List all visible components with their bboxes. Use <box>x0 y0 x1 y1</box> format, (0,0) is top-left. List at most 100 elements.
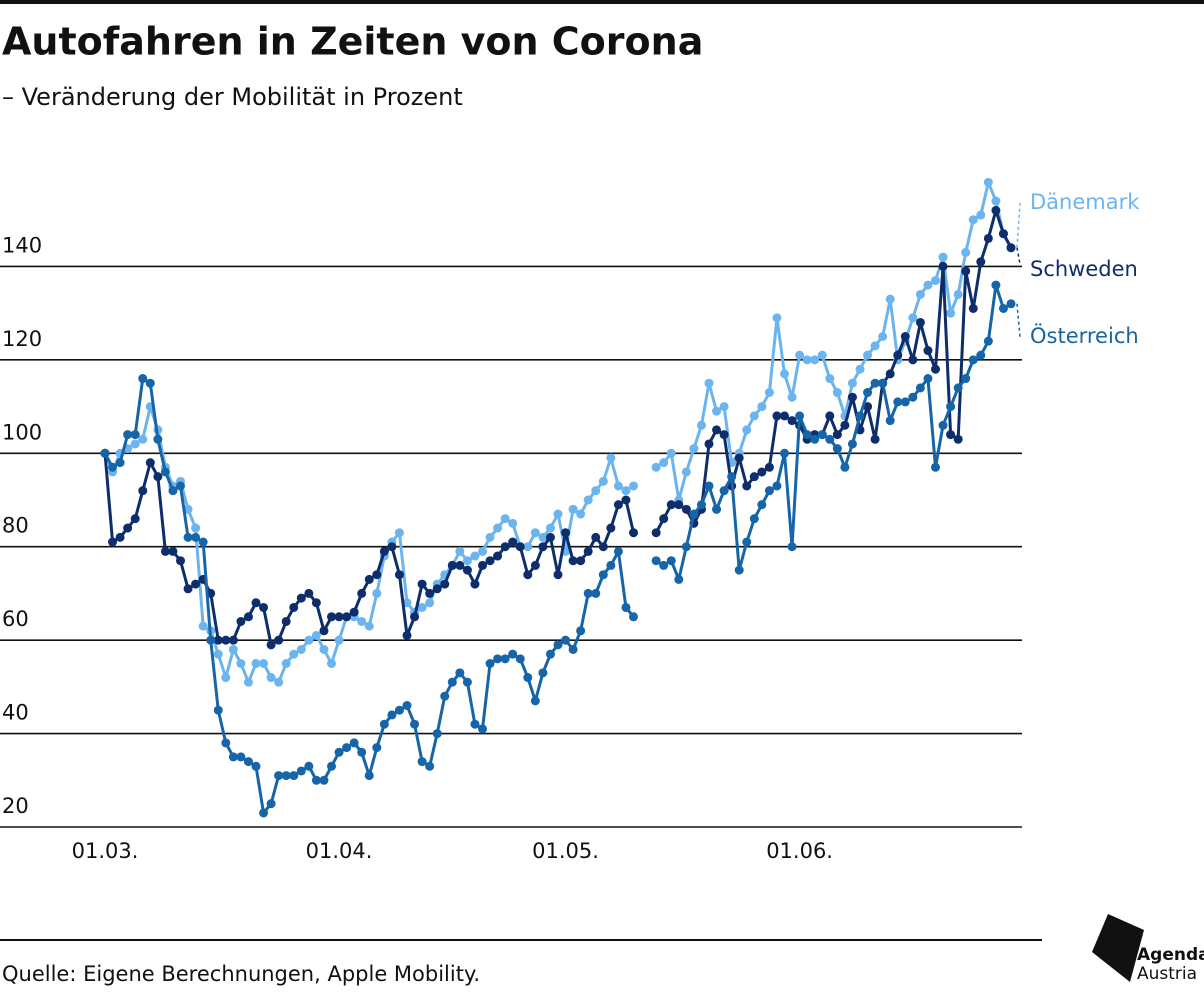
data-point <box>349 607 359 617</box>
data-point <box>938 420 948 430</box>
data-point <box>130 439 140 449</box>
data-point <box>712 504 722 514</box>
data-point <box>183 504 193 514</box>
data-point <box>402 630 412 640</box>
data-point <box>991 280 1001 290</box>
data-point <box>621 602 631 612</box>
data-point <box>976 257 986 267</box>
data-point <box>183 584 193 594</box>
data-point <box>832 388 842 398</box>
data-point <box>349 738 359 748</box>
data-point <box>493 523 503 533</box>
data-point <box>538 532 548 542</box>
data-point <box>946 430 956 440</box>
data-point <box>772 411 782 421</box>
data-point <box>191 523 201 533</box>
data-point <box>900 397 910 407</box>
data-point <box>410 719 420 729</box>
data-point <box>168 546 178 556</box>
data-point <box>840 462 850 472</box>
data-point <box>598 570 608 580</box>
data-point <box>334 747 344 757</box>
data-point <box>863 388 873 398</box>
data-point <box>764 388 774 398</box>
data-point <box>123 523 133 533</box>
data-point <box>961 247 971 257</box>
data-point <box>259 808 269 818</box>
data-point <box>530 696 540 706</box>
data-point <box>145 458 155 468</box>
data-point <box>455 668 465 678</box>
legend-label: Dänemark <box>1030 190 1140 214</box>
data-point <box>417 579 427 589</box>
data-point <box>704 378 714 388</box>
data-point <box>923 346 933 356</box>
data-point <box>674 500 684 510</box>
data-point <box>651 528 661 538</box>
data-point <box>342 612 352 622</box>
data-point <box>583 588 593 598</box>
data-point <box>606 560 616 570</box>
data-point <box>757 500 767 510</box>
data-point <box>387 542 397 552</box>
data-point <box>538 668 548 678</box>
data-point <box>900 332 910 341</box>
plot: 20 40 60 80 100 120 140 01.03. 01.04. 01.05. 01.06… <box>0 177 1140 863</box>
data-point <box>998 303 1008 313</box>
data-point <box>780 369 789 379</box>
data-point <box>213 649 223 659</box>
data-point <box>696 500 706 510</box>
data-point <box>311 598 321 608</box>
chart-subtitle: – Veränderung der Mobilität in Prozent <box>2 83 463 111</box>
data-point <box>576 626 586 636</box>
data-point <box>530 528 540 538</box>
data-point <box>810 434 820 444</box>
x-tick-label: 01.04. <box>306 839 373 863</box>
data-point <box>938 261 948 271</box>
data-point <box>931 462 940 472</box>
data-point <box>878 332 888 341</box>
data-point <box>138 374 148 384</box>
data-point <box>712 425 722 435</box>
data-point <box>425 761 435 771</box>
data-point <box>976 350 986 360</box>
data-point <box>893 350 903 360</box>
data-point <box>289 602 299 612</box>
data-point <box>576 509 586 519</box>
data-point <box>425 598 435 608</box>
data-point <box>545 523 555 533</box>
data-point <box>795 350 805 360</box>
data-point <box>138 486 148 496</box>
y-tick-label: 40 <box>2 701 29 725</box>
data-point <box>130 430 140 440</box>
data-point <box>198 621 208 631</box>
data-point <box>440 579 450 589</box>
data-point <box>923 374 933 384</box>
data-point <box>915 317 925 327</box>
data-point <box>243 757 253 767</box>
data-point <box>206 635 216 645</box>
data-point <box>394 570 404 580</box>
data-point <box>274 635 284 645</box>
data-point <box>266 640 276 650</box>
data-point <box>402 701 412 711</box>
data-point <box>372 570 382 580</box>
data-point <box>228 635 238 645</box>
data-point <box>908 355 918 365</box>
data-point <box>432 584 442 594</box>
data-point <box>274 677 284 687</box>
data-point <box>221 673 231 683</box>
data-point <box>583 546 593 556</box>
data-point <box>259 659 269 668</box>
data-point <box>478 724 487 734</box>
data-point <box>485 556 495 566</box>
data-point <box>938 252 948 262</box>
data-point <box>357 588 367 598</box>
data-point <box>236 616 246 626</box>
data-point <box>591 486 601 496</box>
data-point <box>259 602 269 612</box>
data-point <box>681 542 691 552</box>
data-point <box>613 546 623 556</box>
data-point <box>1006 243 1016 253</box>
data-point <box>780 411 789 421</box>
